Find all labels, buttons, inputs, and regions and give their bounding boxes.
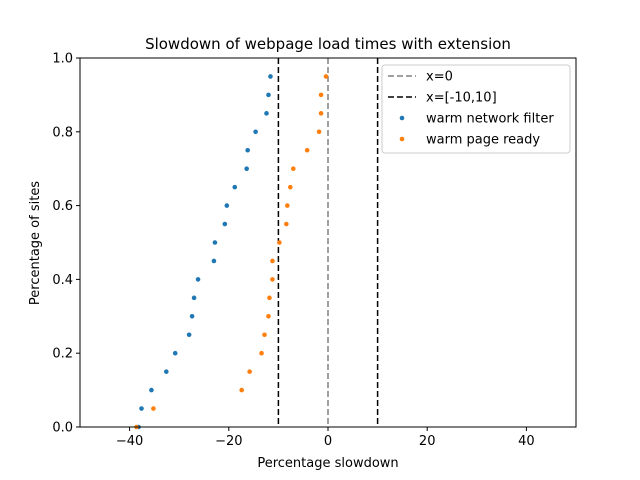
- legend-box: [381, 64, 571, 154]
- y-tick-label-5: 1.0: [52, 52, 73, 67]
- data-point-series-0-12: [224, 203, 230, 208]
- chart-title: Slowdown of webpage load times with exte…: [145, 35, 511, 53]
- data-point-series-1-11: [284, 221, 289, 227]
- data-point-series-0-19: [268, 74, 273, 79]
- y-tick-label-1: 0.2: [52, 347, 73, 362]
- data-point-series-0-18: [266, 92, 271, 98]
- legend-label-series-0: warm network filter: [426, 112, 554, 127]
- data-point-series-0-8: [195, 277, 201, 282]
- data-point-series-0-9: [211, 258, 217, 264]
- data-point-series-1-2: [239, 387, 244, 393]
- data-point-series-1-12: [285, 203, 290, 208]
- legend-label-vline-1: x=[-10,10]: [426, 91, 497, 106]
- data-point-series-0-5: [186, 332, 192, 338]
- data-point-series-1-4: [259, 350, 264, 356]
- data-point-series-0-13: [232, 184, 238, 190]
- data-point-series-1-14: [290, 166, 296, 171]
- data-point-series-1-8: [270, 277, 275, 282]
- legend-label-vline-0: x=0: [426, 70, 453, 85]
- legend-label-series-1: warm page ready: [426, 133, 540, 148]
- data-point-series-1-18: [318, 92, 324, 98]
- x-tick-label-0: −40: [116, 434, 143, 449]
- y-tick-label-2: 0.4: [52, 273, 73, 288]
- legend-marker-series-1: [399, 136, 405, 142]
- data-point-series-0-2: [149, 387, 154, 393]
- data-point-series-1-17: [318, 111, 324, 116]
- data-point-series-0-14: [244, 166, 249, 171]
- data-point-series-1-13: [288, 184, 293, 190]
- data-point-series-1-19: [323, 74, 329, 79]
- legend-marker-series-0: [399, 115, 405, 121]
- data-point-series-0-16: [253, 129, 258, 135]
- data-point-series-1-1: [151, 406, 156, 411]
- x-tick-label-4: 40: [518, 434, 535, 449]
- data-point-series-0-1: [139, 406, 144, 411]
- data-point-series-0-15: [245, 147, 250, 153]
- data-point-series-0-4: [172, 350, 178, 356]
- data-point-series-1-3: [247, 369, 252, 374]
- data-point-series-1-10: [277, 240, 282, 245]
- data-point-series-0-7: [191, 295, 197, 301]
- data-point-series-1-9: [270, 258, 275, 264]
- y-axis-label: Percentage of sites: [28, 181, 43, 305]
- data-point-series-1-6: [266, 314, 271, 319]
- x-axis-label: Percentage slowdown: [257, 456, 398, 471]
- x-tick-label-1: −20: [215, 434, 242, 449]
- y-tick-label-4: 0.8: [52, 125, 73, 140]
- data-point-series-0-10: [212, 240, 218, 245]
- y-tick-label-3: 0.6: [52, 199, 73, 214]
- legend: x=0 x=[-10,10] warm network filter warm pag…: [381, 64, 571, 154]
- y-tick-label-0: 0.0: [52, 421, 73, 436]
- data-point-series-1-16: [316, 129, 322, 135]
- x-tick-label-2: 0: [324, 434, 332, 449]
- plot-area: −40 −20 0 20 40 0.0 0.2 0.4 0.6 0.8 1.0: [52, 52, 577, 449]
- x-tick-label-3: 20: [419, 434, 436, 449]
- data-point-series-1-15: [304, 147, 310, 153]
- data-point-series-0-11: [222, 221, 228, 227]
- data-point-series-1-5: [262, 332, 267, 338]
- data-point-series-1-7: [267, 295, 272, 301]
- data-point-series-0-6: [189, 314, 195, 319]
- data-point-series-0-17: [264, 111, 269, 116]
- data-point-series-0-3: [164, 369, 169, 374]
